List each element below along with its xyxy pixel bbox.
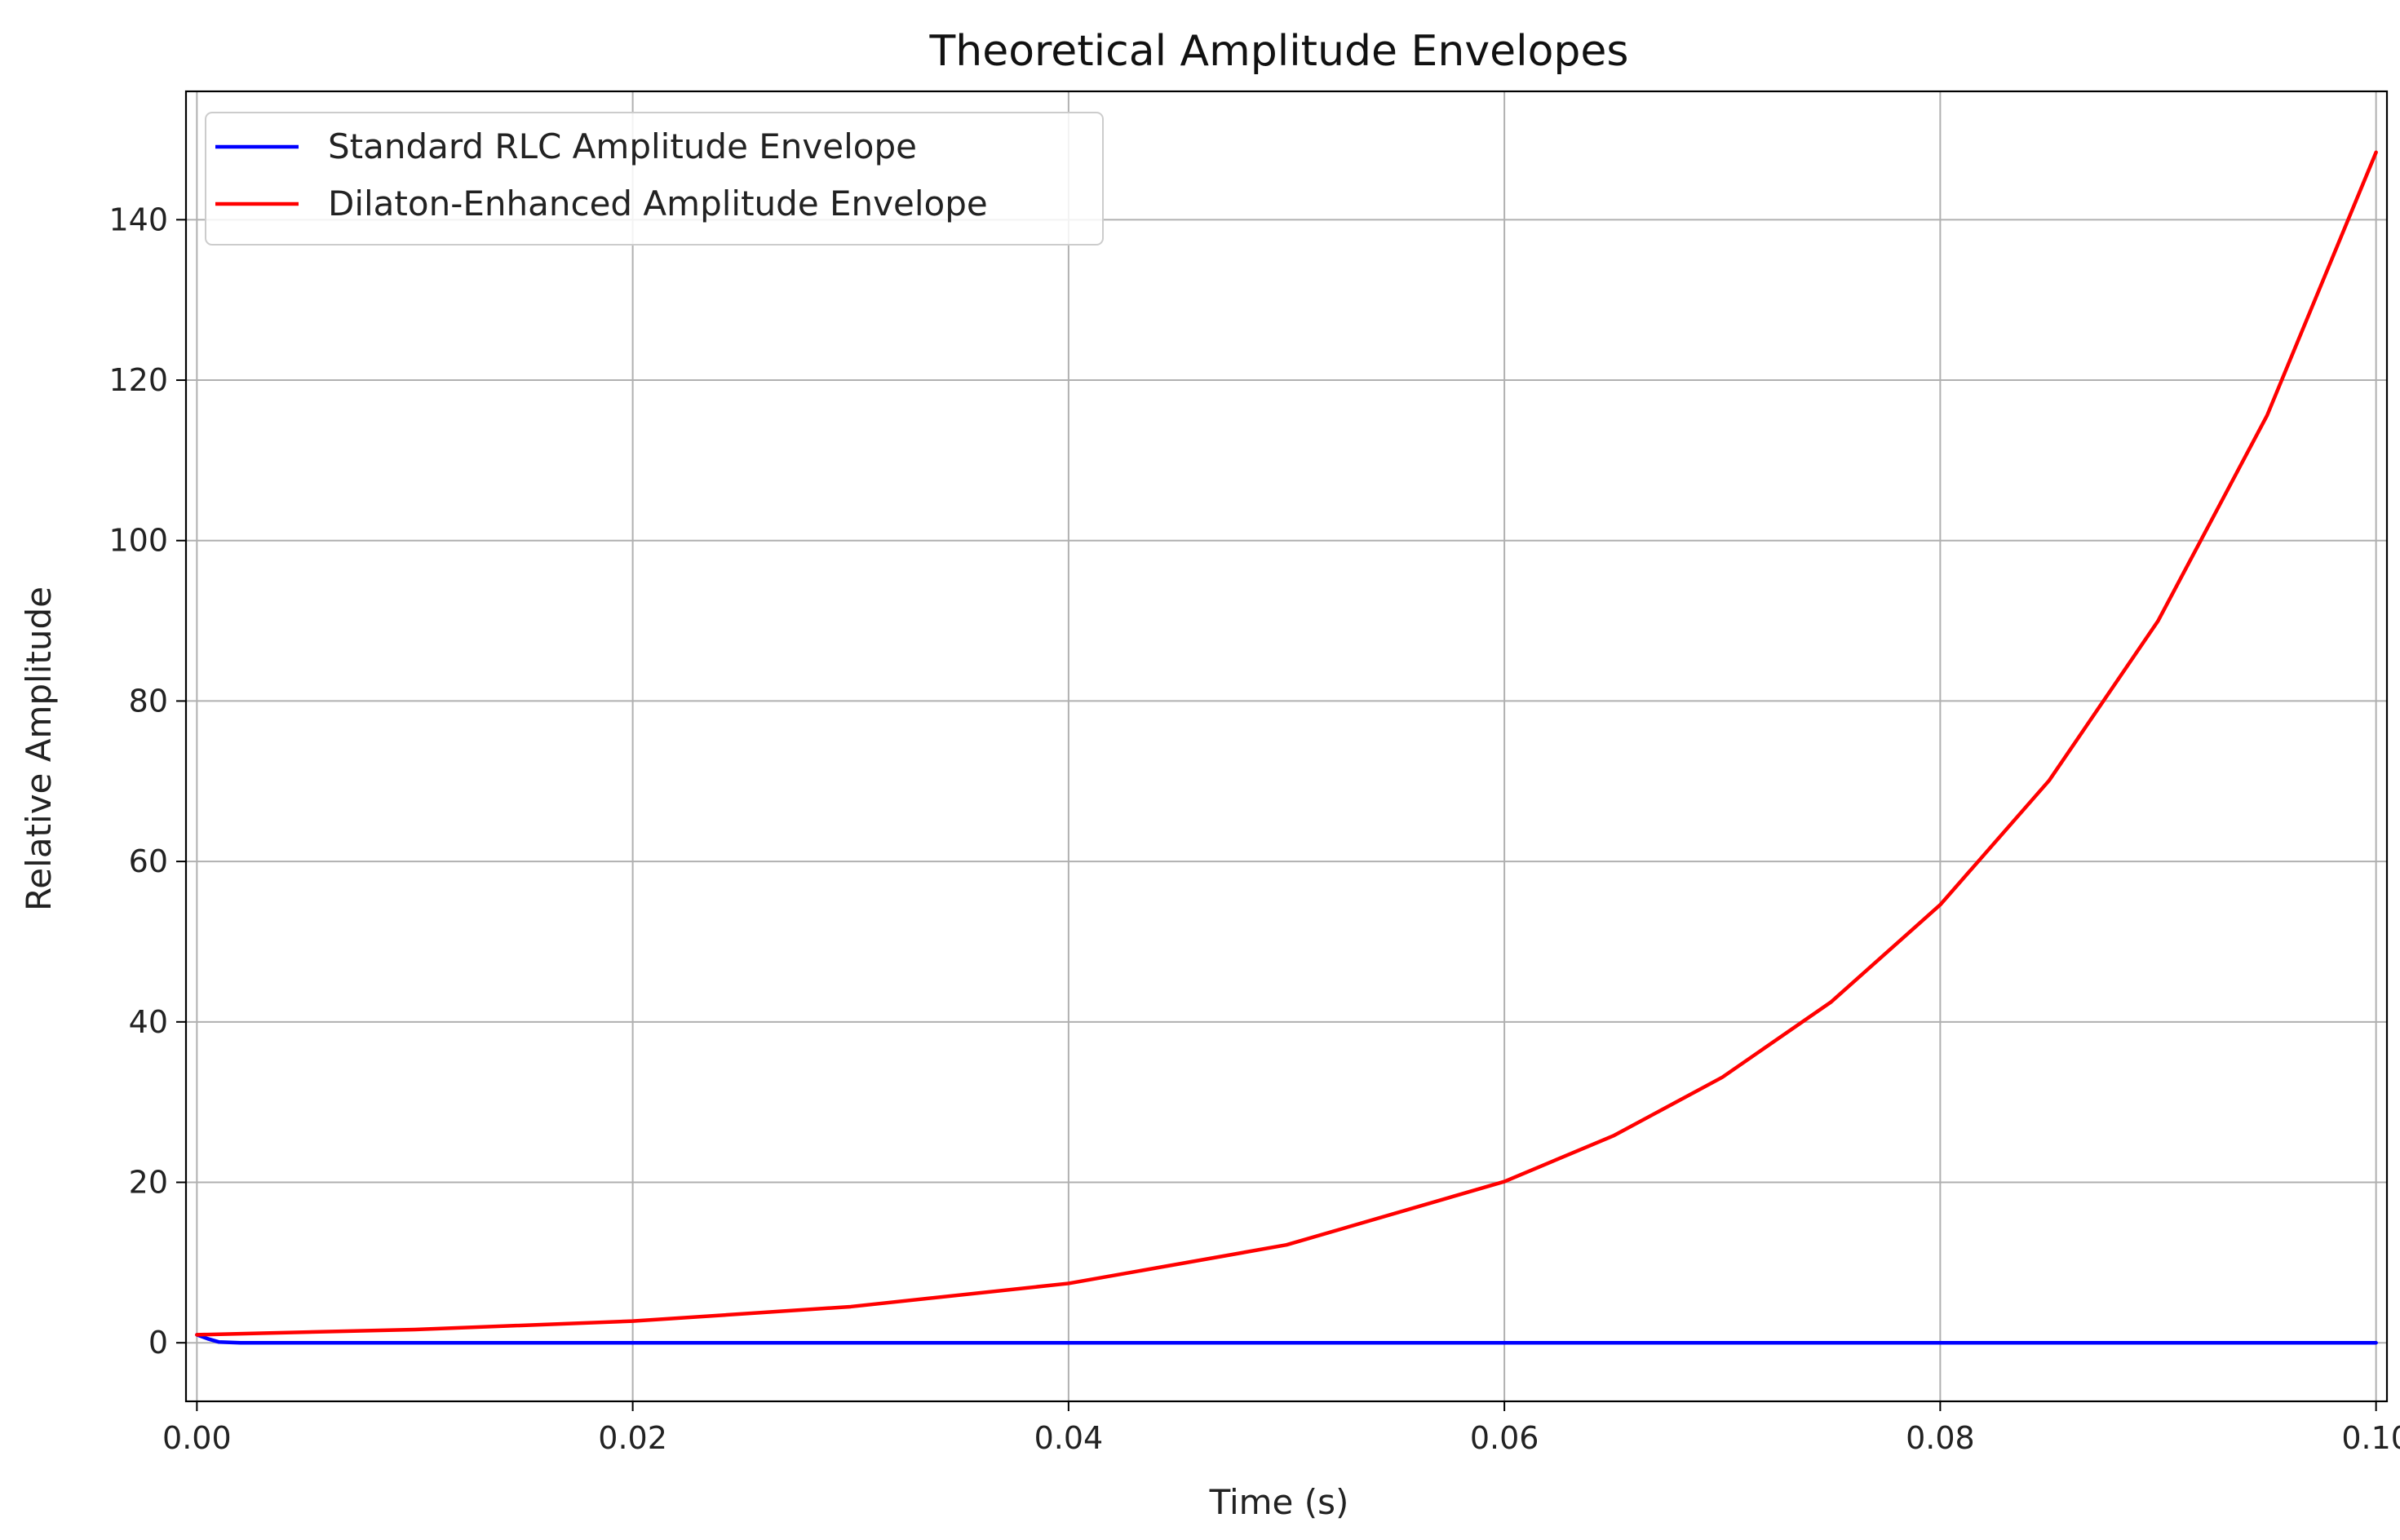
x-tick-label: 0.06: [1470, 1420, 1539, 1456]
legend-box: [205, 112, 1104, 246]
legend-label-standard-rlc: Standard RLC Amplitude Envelope: [328, 126, 917, 166]
x-tick-label: 0.02: [598, 1420, 667, 1456]
legend-label-dilaton-enhanced: Dilaton-Enhanced Amplitude Envelope: [328, 184, 988, 223]
series-line-dilaton-enhanced: [195, 150, 2378, 1337]
y-tick-label: 80: [129, 683, 168, 719]
y-tick-label: 20: [129, 1165, 168, 1201]
legend: Standard RLC Amplitude Envelope Dilaton-…: [205, 112, 1104, 246]
y-tick-label: 40: [129, 1004, 168, 1040]
x-tick-label: 0.10: [2341, 1420, 2400, 1456]
gridlines: [186, 91, 2387, 1401]
y-tick-label: 60: [129, 843, 168, 879]
x-tick-label: 0.04: [1034, 1420, 1104, 1456]
y-tick-label: 0: [148, 1325, 168, 1361]
series-lines: [195, 150, 2378, 1345]
x-axis-title: Time (s): [1209, 1482, 1349, 1522]
x-tick-label: 0.00: [162, 1420, 232, 1456]
x-tick-label: 0.08: [1906, 1420, 1975, 1456]
y-tick-label: 100: [108, 523, 168, 559]
chart-title: Theoretical Amplitude Envelopes: [929, 27, 1629, 76]
y-tick-label: 140: [108, 201, 168, 237]
y-tick-label: 120: [108, 362, 168, 398]
x-axis: 0.00 0.02 0.04 0.06 0.08 0.10: [162, 1401, 2400, 1456]
plot-area-frame: [184, 90, 2389, 1403]
series-line-standard-rlc: [195, 1333, 2378, 1345]
y-axis-title: Relative Amplitude: [19, 586, 59, 911]
y-axis: 0 20 40 60 80 100 120 140: [108, 201, 186, 1361]
